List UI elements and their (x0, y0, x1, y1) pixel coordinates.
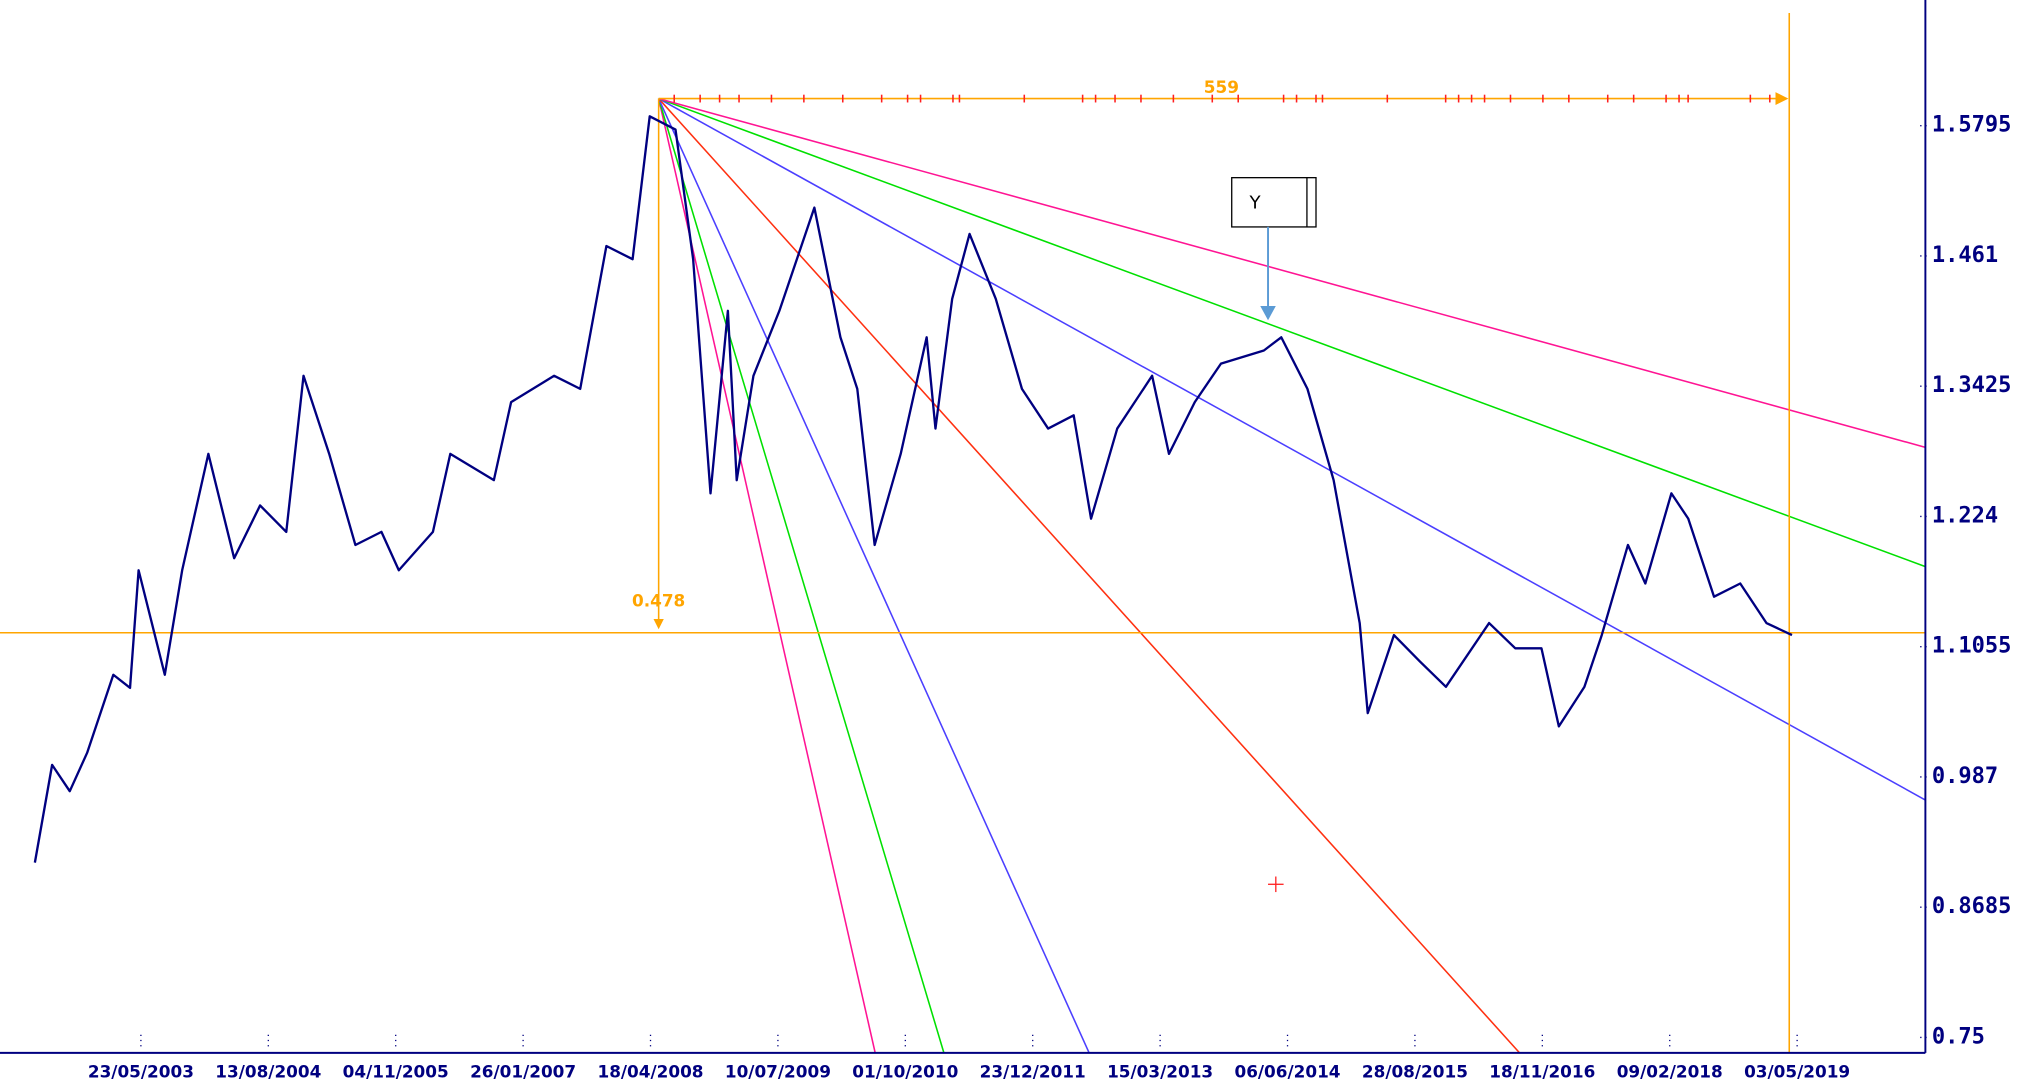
fan-line (658, 97, 1926, 449)
x-tick-label: 26/01/2007 (470, 1061, 576, 1081)
span-ticks (673, 94, 1771, 103)
arrow-head (1775, 92, 1789, 106)
x-tick-label: 01/10/2010 (852, 1061, 958, 1081)
cursor-cross (1268, 876, 1284, 893)
annotation-label: 559 (1204, 77, 1239, 97)
label-box: Y (1231, 177, 1317, 321)
y-tick-label: 1.3425 (1932, 373, 2012, 398)
y-tick-label: 1.5795 (1932, 113, 2012, 138)
x-tick-label: 09/02/2018 (1617, 1061, 1723, 1081)
y-tick-label: 1.461 (1932, 243, 1998, 268)
x-tick-label: 06/06/2014 (1234, 1061, 1340, 1081)
x-tick-label: 10/07/2009 (725, 1061, 831, 1081)
annotation-label: 0.478 (632, 591, 685, 611)
x-tick-label: 13/08/2004 (215, 1061, 321, 1081)
measure-tool (0, 13, 1926, 1053)
x-tick-label: 03/05/2019 (1744, 1061, 1850, 1081)
y-tick-label: 0.75 (1932, 1024, 1985, 1049)
x-tick-label: 18/04/2008 (597, 1061, 703, 1081)
x-tick-label: 18/11/2016 (1489, 1061, 1595, 1081)
gann-fan (657, 97, 1926, 1054)
fan-line (658, 97, 1926, 568)
x-tick-label: 28/08/2015 (1362, 1061, 1468, 1081)
arrow-head (653, 619, 664, 630)
fan-line (658, 98, 1521, 1054)
fan-line (657, 98, 876, 1054)
fan-line (657, 98, 1090, 1054)
price-line (33, 115, 1793, 863)
box (1231, 177, 1317, 228)
y-tick-label: 0.987 (1932, 764, 1998, 789)
x-tick-label: 04/11/2005 (343, 1061, 449, 1081)
annotation-label: Y (1249, 193, 1262, 214)
x-tick-label: 23/05/2003 (88, 1061, 194, 1081)
fan-line (658, 97, 1926, 801)
arrow-head (1260, 306, 1276, 321)
y-tick-label: 1.224 (1932, 503, 1998, 528)
x-tick-label: 23/12/2011 (980, 1061, 1086, 1081)
y-tick-label: 1.1055 (1932, 634, 2012, 659)
y-tick-label: 0.8685 (1932, 894, 2012, 919)
x-tick-label: 15/03/2013 (1107, 1061, 1213, 1081)
fan-line (657, 98, 945, 1054)
